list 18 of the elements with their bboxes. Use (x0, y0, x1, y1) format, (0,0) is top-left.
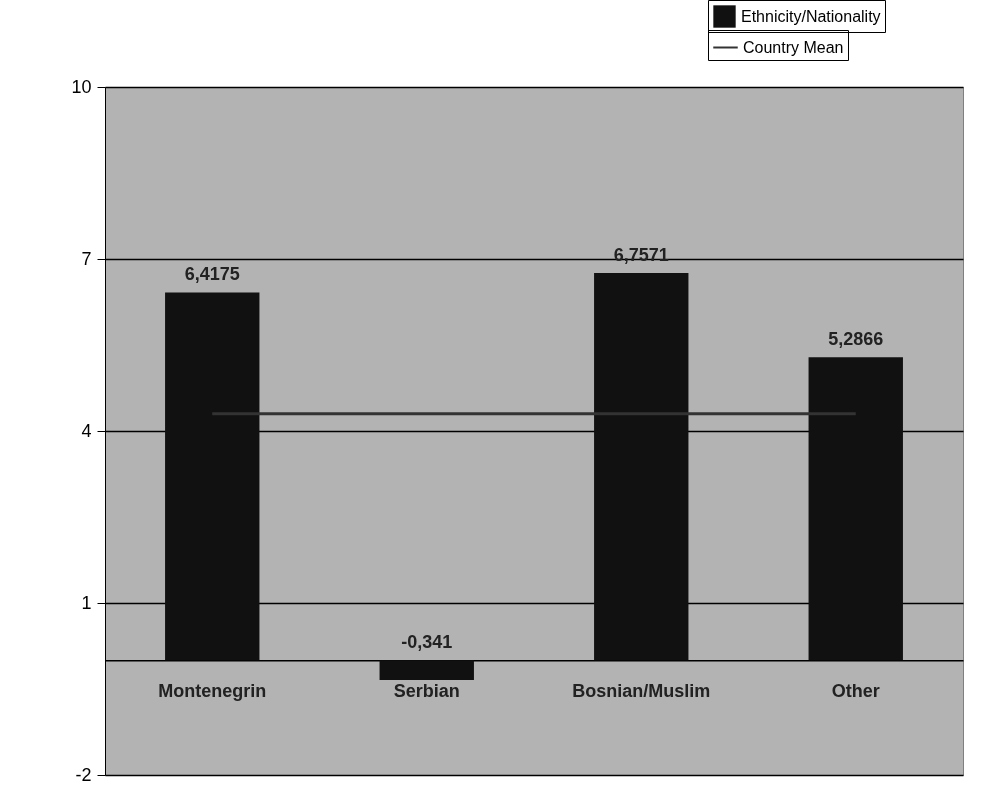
data-label: 6,4175 (184, 264, 240, 285)
bar (808, 357, 903, 661)
x-tick-label: Other (831, 680, 880, 701)
y-tick-label: 10 (71, 76, 92, 97)
legend-label: Country Mean (743, 38, 844, 56)
x-tick-label: Montenegrin (158, 680, 267, 701)
bar (379, 660, 474, 680)
legend-label: Ethnicity/Nationality (741, 7, 881, 25)
data-label: 5,2866 (828, 329, 884, 350)
y-tick-label: 7 (81, 248, 92, 269)
bar (165, 292, 260, 661)
y-tick-label: 4 (81, 420, 92, 441)
data-label: -0,341 (401, 632, 453, 653)
x-tick-label: Serbian (393, 680, 460, 701)
x-tick-label: Bosnian/Muslim (572, 680, 711, 701)
y-tick-label: 1 (81, 592, 92, 613)
bar (594, 272, 689, 661)
y-tick-label: -2 (75, 764, 92, 785)
